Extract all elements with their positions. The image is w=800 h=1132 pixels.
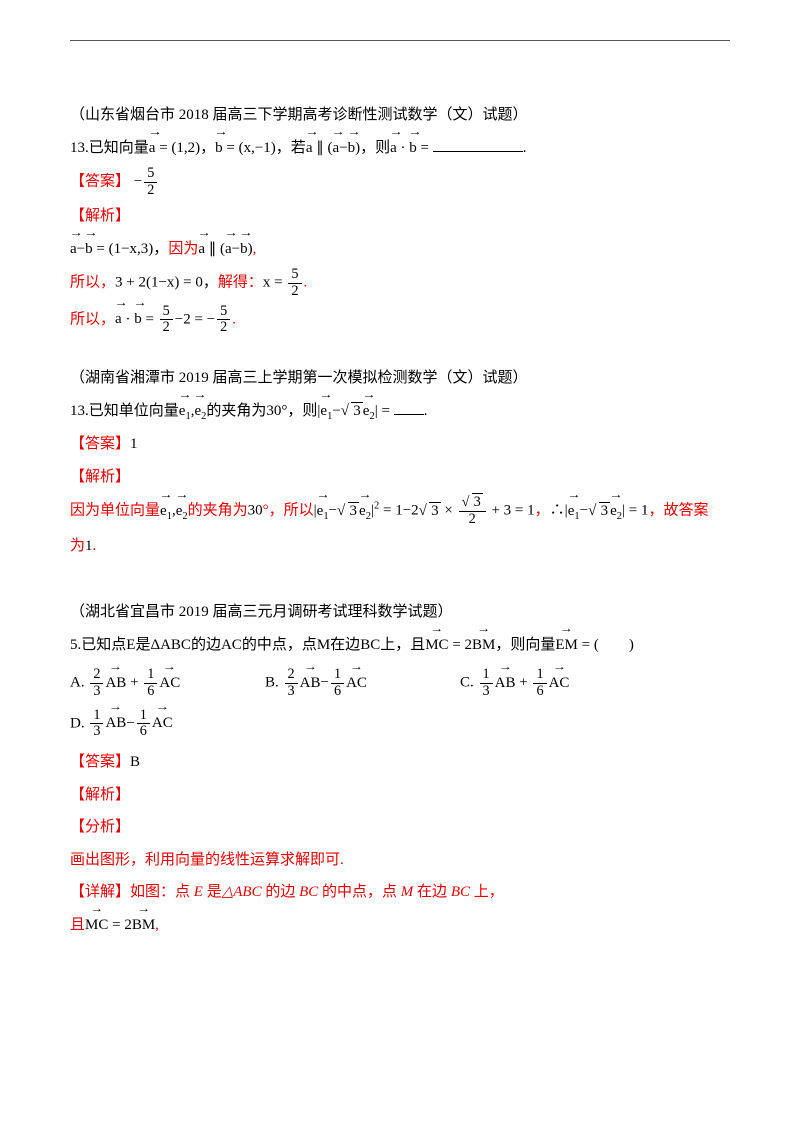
option-c[interactable]: C. 13AB + 16AC	[460, 667, 655, 699]
p3-ans: 【答案】B	[70, 748, 730, 777]
blank	[433, 136, 523, 152]
p3-detail: 【详解】如图：点 E 是△ABC 的边 BC 的中点，点 M 在边 BC 上，	[70, 878, 730, 907]
p1-stem: 13.已知向量a = (1,2)，b = (x,−1)，若a ∥ (a−b)，则…	[70, 134, 730, 163]
p3-stem: 5.已知点E是ΔABC的边AC的中点，点M在边BC上，且MC = 2BM，则向量…	[70, 631, 730, 660]
p1-qnum: 13.	[70, 140, 89, 156]
p3-source: （湖北省宜昌市 2019 届高三元月调研考试理科数学试题）	[70, 598, 730, 627]
p2-stem: 13.已知单位向量e1,e2的夹角为30°，则|e1−3e2| = .	[70, 397, 730, 427]
p2-source: （湖南省湘潭市 2019 届高三上学期第一次模拟检测数学（文）试题）	[70, 364, 730, 393]
p3-options: A. 23AB + 16AC B. 23AB−16AC C. 13AB + 16…	[70, 663, 730, 744]
p1-expl-1: a−b = (1−x,3)，因为a ∥ (a−b),	[70, 235, 730, 264]
p1-expl-3: 所以，a · b = 52−2 = −52.	[70, 304, 730, 336]
option-a[interactable]: A. 23AB + 16AC	[70, 667, 265, 699]
option-d[interactable]: D. 13AB−16AC	[70, 708, 265, 740]
vec-a: a	[149, 134, 156, 163]
p1-expl-2: 所以，3 + 2(1−x) = 0，解得：x = 52.	[70, 267, 730, 299]
vec-b: b	[215, 134, 223, 163]
p2-expl-2: 为1.	[70, 532, 730, 561]
p3-ana-label: 【分析】	[70, 813, 730, 842]
p1-answer: 【答案】 −52	[70, 166, 730, 198]
p3-detail-2: 且MC = 2BM,	[70, 911, 730, 940]
p3-ana: 画出图形，利用向量的线性运算求解即可.	[70, 846, 730, 875]
p3-expl-label: 【解析】	[70, 781, 730, 810]
option-b[interactable]: B. 23AB−16AC	[265, 667, 460, 699]
p2-ans: 【答案】1	[70, 430, 730, 459]
p1-expl-label: 【解析】	[70, 202, 730, 231]
p2-expl-1: 因为单位向量e1,e2的夹角为30°，所以|e1−3e2|2 = 1−23 × …	[70, 495, 730, 527]
